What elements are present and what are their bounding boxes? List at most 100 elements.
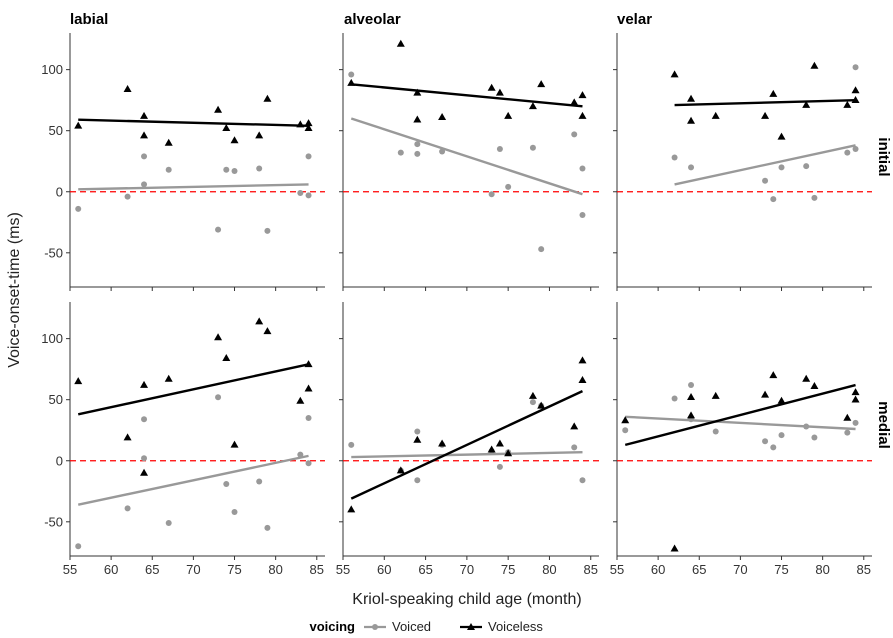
- facet-row-label-medial: medial: [875, 401, 892, 449]
- y-tick-label: 0: [56, 453, 63, 468]
- voiceless-point: [304, 124, 313, 132]
- voiced-point: [688, 164, 695, 171]
- voiceless-point: [578, 375, 587, 383]
- voiceless-point: [851, 395, 860, 403]
- voiceless-point: [761, 111, 770, 119]
- voiced-point: [778, 164, 785, 171]
- voiceless-point: [296, 396, 305, 404]
- voiced-point: [165, 166, 172, 173]
- voiceless-point: [578, 111, 587, 119]
- x-tick-label: 65: [692, 562, 706, 577]
- voiced-point: [529, 144, 536, 151]
- voiceless-fit-line: [674, 98, 856, 107]
- facet-column-label-alveolar: alveolar: [344, 11, 401, 28]
- voiced-point: [264, 227, 271, 234]
- y-tick-label: -50: [44, 245, 63, 260]
- legend-title: voicing: [309, 619, 355, 634]
- voiced-point: [75, 543, 82, 550]
- voiceless-point: [487, 445, 496, 453]
- facet-row-label-initial: initial: [875, 137, 892, 176]
- voiced-fit-line: [674, 144, 856, 186]
- voiced-point: [256, 165, 263, 172]
- voiceless-point: [687, 94, 696, 102]
- voiced-point: [844, 429, 851, 436]
- voiced-point: [348, 71, 355, 78]
- voiced-point: [538, 246, 545, 253]
- voiceless-point: [214, 105, 223, 113]
- voiceless-point: [413, 435, 422, 443]
- voiceless-fit-line: [351, 83, 583, 108]
- voiced-fit-line: [78, 183, 309, 191]
- x-tick-label: 70: [186, 562, 200, 577]
- voiceless-point: [164, 138, 173, 146]
- y-tick-label: 50: [49, 392, 63, 407]
- voiced-point: [778, 432, 785, 439]
- voiced-point: [852, 419, 859, 426]
- facet-column-label-labial: labial: [70, 11, 108, 28]
- voiced-point: [496, 463, 503, 470]
- voiceless-point: [263, 327, 272, 335]
- y-tick-label: 100: [41, 331, 63, 346]
- legend-voiceless-marker: [467, 623, 475, 630]
- voiced-point: [505, 183, 512, 190]
- voiced-fit-line: [350, 117, 583, 196]
- voiced-point: [496, 146, 503, 153]
- voiced-point: [305, 192, 312, 199]
- voiced-point: [770, 444, 777, 451]
- voiceless-point: [214, 333, 223, 341]
- x-tick-label: 85: [584, 562, 598, 577]
- voiceless-point: [777, 396, 786, 404]
- x-tick-label: 55: [336, 562, 350, 577]
- voiced-point: [75, 205, 82, 212]
- voiceless-point: [263, 94, 272, 102]
- voiceless-point: [578, 356, 587, 364]
- voiced-point: [305, 153, 312, 160]
- voiced-point: [215, 226, 222, 233]
- voiced-point: [488, 191, 495, 198]
- voiceless-point: [769, 371, 778, 379]
- facet-row-labels: initial medial: [875, 137, 892, 448]
- panel-alveolar-medial: 55 60 65 70 75 80 85: [336, 302, 599, 577]
- voiced-point: [124, 505, 131, 512]
- voiceless-point: [222, 124, 231, 132]
- voiced-point: [414, 150, 421, 157]
- voiceless-fit-line: [624, 383, 856, 447]
- x-tick-label: 85: [857, 562, 871, 577]
- x-tick-label: 75: [501, 562, 515, 577]
- voiced-point: [571, 444, 578, 451]
- x-tick-label: 85: [310, 562, 324, 577]
- y-tick-label: 0: [56, 184, 63, 199]
- voiceless-point: [843, 413, 852, 421]
- y-tick-label: -50: [44, 514, 63, 529]
- voiceless-point: [843, 100, 852, 108]
- voiceless-point: [487, 83, 496, 91]
- voiced-point: [712, 428, 719, 435]
- voiced-point: [762, 177, 769, 184]
- x-tick-label: 75: [227, 562, 241, 577]
- x-tick-label: 80: [268, 562, 282, 577]
- y-axis-label: Voice-onset-time (ms): [6, 212, 23, 368]
- legend-voiced-marker: [372, 624, 378, 630]
- voiceless-point: [570, 422, 579, 430]
- voiced-point: [762, 438, 769, 445]
- y-tick-label: 50: [49, 123, 63, 138]
- voiced-point: [165, 520, 172, 527]
- voiceless-point: [140, 111, 149, 119]
- voiced-point: [414, 141, 421, 148]
- voiced-point: [223, 480, 230, 487]
- panel-alveolar-initial: [339, 33, 599, 291]
- x-tick-label: 60: [377, 562, 391, 577]
- voiceless-point: [438, 439, 447, 447]
- x-tick-label: 75: [774, 562, 788, 577]
- voiceless-point: [164, 374, 173, 382]
- voiceless-point: [123, 433, 132, 441]
- voiceless-point: [802, 100, 811, 108]
- panel-area: -50 0 50 100 -50 0 50 100 55 60 65 70 75 80 85 55 60 65 70…: [41, 33, 872, 577]
- voiceless-point: [670, 70, 679, 78]
- voiced-point: [297, 189, 304, 196]
- legend-voiced-label: Voiced: [392, 619, 431, 634]
- voiced-point: [852, 64, 859, 71]
- voiced-point: [264, 524, 271, 531]
- voiceless-point: [495, 439, 504, 447]
- voiceless-point: [230, 440, 239, 448]
